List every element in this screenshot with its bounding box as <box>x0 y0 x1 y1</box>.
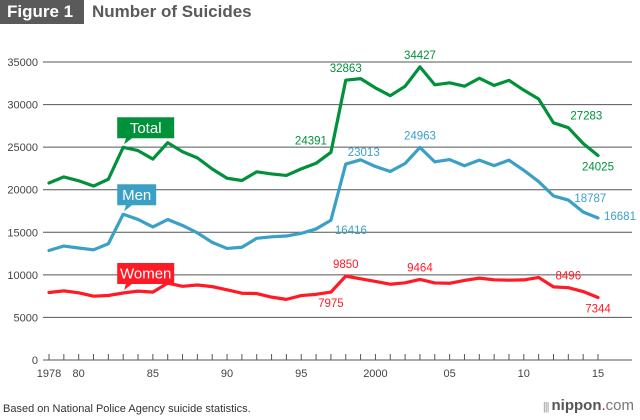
data-label: 23013 <box>348 147 380 159</box>
source-note: Based on National Police Agency suicide … <box>3 403 251 415</box>
y-tick-label: 15000 <box>7 227 38 239</box>
x-tick-label: 95 <box>295 368 307 380</box>
y-tick-label: 25000 <box>7 142 38 154</box>
series-tag-women <box>117 263 175 285</box>
brand-tld: com <box>605 397 634 414</box>
chart-title: Number of Suicides <box>92 2 252 21</box>
x-tick-label: 1978 <box>37 368 61 380</box>
x-tick-label: 10 <box>518 368 530 380</box>
x-tick-label: 05 <box>443 368 455 380</box>
series-line-total <box>47 65 600 188</box>
series-line-women <box>47 274 600 301</box>
data-label: 9850 <box>333 259 359 271</box>
series-line-men <box>47 145 600 253</box>
series-tag-total <box>117 117 175 139</box>
series-tag-pointer <box>124 137 134 145</box>
data-label: 27283 <box>570 111 602 123</box>
series-tag-men <box>117 184 157 206</box>
brand-bars-icon: ||| <box>542 401 550 413</box>
data-label: 16416 <box>335 225 367 237</box>
y-tick-label: 0 <box>32 355 38 367</box>
y-tick-label: 35000 <box>7 57 38 69</box>
brand-logo: ||| nippon.com <box>543 397 634 414</box>
y-tick-label: 20000 <box>7 185 38 197</box>
x-tick-label: 85 <box>147 368 159 380</box>
x-tick-label: 90 <box>221 368 233 380</box>
data-label: 9464 <box>407 262 433 274</box>
data-label: 24025 <box>582 161 614 173</box>
y-tick-label: 30000 <box>7 100 38 112</box>
series-tag-label: Total <box>130 120 162 137</box>
series-tag-pointer <box>124 204 134 212</box>
y-tick-label: 5000 <box>14 312 38 324</box>
data-label: 7975 <box>318 298 344 310</box>
x-tick-label: 15 <box>592 368 604 380</box>
series-tag-label: Women <box>120 266 171 283</box>
data-label: 32863 <box>330 63 362 75</box>
data-label: 16681 <box>604 211 636 223</box>
data-label: 34427 <box>404 50 436 62</box>
y-tick-label: 10000 <box>7 270 38 282</box>
series-tag-label: Men <box>122 187 151 204</box>
brand-dot: . <box>601 397 606 414</box>
x-tick-label: 80 <box>73 368 85 380</box>
data-label: 24963 <box>404 130 436 142</box>
x-tick-label: 2000 <box>363 368 387 380</box>
series-tag-pointer <box>124 283 134 291</box>
brand-name: nippon <box>551 397 602 414</box>
figure-badge: Figure 1 <box>0 0 84 24</box>
data-label: 8496 <box>556 271 582 283</box>
data-label: 7344 <box>585 303 611 315</box>
data-label: 24391 <box>295 135 327 147</box>
data-label: 18787 <box>574 193 606 205</box>
